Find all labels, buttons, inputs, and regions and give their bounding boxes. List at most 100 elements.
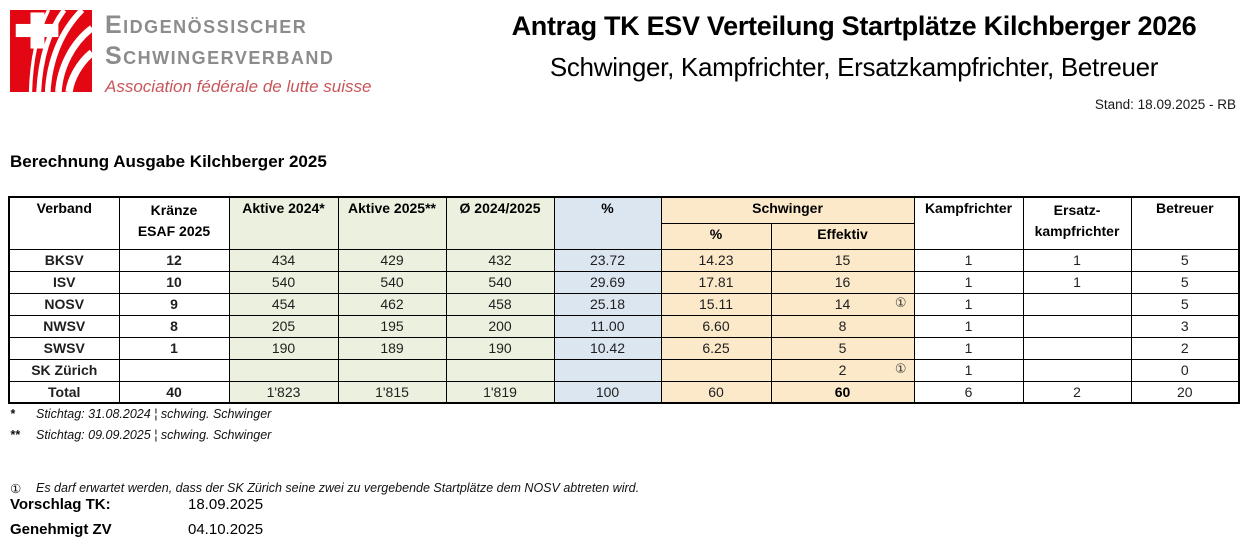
footnote-text: Stichtag: 31.08.2024 ¦ schwing. Schwinge… <box>36 407 272 421</box>
approval-section: Vorschlag TK: 18.09.2025 Genehmigt ZV 04… <box>10 492 263 542</box>
stand-date: Stand: 18.09.2025 - RB <box>1094 97 1236 112</box>
cell-aktive-2025 <box>337 358 447 382</box>
cell-schwinger-effektiv: 16 <box>770 270 915 294</box>
approval-row-genehmigt: Genehmigt ZV 04.10.2025 <box>10 517 263 542</box>
esv-logo-icon <box>10 8 92 93</box>
cell-avg: 540 <box>445 270 555 294</box>
cell-pct: 29.69 <box>553 270 662 294</box>
cell-avg: 1'819 <box>445 380 555 404</box>
effektiv-value: 8 <box>838 318 847 334</box>
footnote-mark: ① <box>10 481 22 496</box>
org-name-french: Association fédérale de lutte suisse <box>105 77 372 96</box>
cell-kraenze: 40 <box>118 380 230 404</box>
cell-betreuer: 5 <box>1130 270 1240 294</box>
cell-aktive-2024: 540 <box>228 270 339 294</box>
cell-schwinger-effektiv: 15 <box>770 248 915 272</box>
cell-betreuer: 0 <box>1130 358 1240 382</box>
col-header-ersatz-line2: kampfrichter <box>1034 223 1120 239</box>
cell-schwinger-pct: 6.25 <box>660 336 772 360</box>
effektiv-value: 60 <box>834 383 851 400</box>
cell-ersatzkampfrichter <box>1022 314 1132 338</box>
cell-schwinger-pct: 14.23 <box>660 248 772 272</box>
org-name: Eidgenössischer Schwingerverband Associa… <box>105 8 372 100</box>
cell-verband: Total <box>8 380 120 404</box>
cell-aktive-2025: 195 <box>337 314 447 338</box>
logo-block: Eidgenössischer Schwingerverband Associa… <box>10 8 372 100</box>
table-row-swsv: SWSV 1 190 189 190 10.42 6.25 5 1 2 <box>8 336 1240 360</box>
col-header-avg: Ø 2024/2025 <box>445 196 555 250</box>
cell-ersatzkampfrichter: 2 <box>1022 380 1132 404</box>
cell-pct: 25.18 <box>553 292 662 316</box>
effektiv-footnote-mark: ① <box>894 296 907 311</box>
col-header-ersatzkampfrichter: Ersatz- kampfrichter <box>1022 196 1132 250</box>
allocation-table: Verband Kränze ESAF 2025 Aktive 2024* Ak… <box>8 196 1241 404</box>
cell-kampfrichter: 1 <box>913 248 1024 272</box>
cell-avg: 200 <box>445 314 555 338</box>
cell-avg: 190 <box>445 336 555 360</box>
effektiv-value: 5 <box>838 340 847 356</box>
cell-schwinger-effektiv: 2 ① <box>770 358 915 382</box>
cell-aktive-2024 <box>228 358 339 382</box>
org-name-line2: Schwingerverband <box>105 42 335 70</box>
cell-betreuer: 5 <box>1130 292 1240 316</box>
cell-kampfrichter: 1 <box>913 314 1024 338</box>
cell-schwinger-effektiv: 60 <box>770 380 915 404</box>
cell-verband: BKSV <box>8 248 120 272</box>
effektiv-value: 2 <box>838 362 847 378</box>
cell-aktive-2025: 429 <box>337 248 447 272</box>
cell-avg: 458 <box>445 292 555 316</box>
cell-aktive-2024: 190 <box>228 336 339 360</box>
cell-pct: 10.42 <box>553 336 662 360</box>
effektiv-value: 14 <box>834 296 851 312</box>
section-title: Berechnung Ausgabe Kilchberger 2025 <box>10 152 327 171</box>
cell-kraenze: 8 <box>118 314 230 338</box>
footnote-text: Es darf erwartet werden, dass der SK Zür… <box>36 481 640 495</box>
cell-schwinger-pct: 17.81 <box>660 270 772 294</box>
org-name-line1: Eidgenössischer <box>105 11 308 39</box>
cell-betreuer: 3 <box>1130 314 1240 338</box>
cell-ersatzkampfrichter: 1 <box>1022 248 1132 272</box>
col-header-kraenze-line1: Kränze <box>150 202 198 218</box>
cell-kampfrichter: 6 <box>913 380 1024 404</box>
cell-kraenze: 10 <box>118 270 230 294</box>
cell-kampfrichter: 1 <box>913 336 1024 360</box>
cell-schwinger-pct <box>660 358 772 382</box>
footnote-asterisk: * Stichtag: 31.08.2024 ¦ schwing. Schwin… <box>10 404 1110 425</box>
approval-date: 04.10.2025 <box>188 521 264 538</box>
footnote-mark: * <box>10 407 15 421</box>
cell-avg <box>445 358 555 382</box>
col-header-aktive-2025: Aktive 2025** <box>337 196 447 250</box>
cell-ersatzkampfrichter <box>1022 358 1132 382</box>
cell-ersatzkampfrichter <box>1022 336 1132 360</box>
cell-aktive-2025: 1'815 <box>337 380 447 404</box>
approval-date: 18.09.2025 <box>188 496 264 513</box>
cell-schwinger-effektiv: 5 <box>770 336 915 360</box>
cell-verband: SK Zürich <box>8 358 120 382</box>
col-header-schwinger-effektiv: Effektiv <box>770 222 915 250</box>
col-header-verband: Verband <box>8 196 120 250</box>
approval-row-vorschlag: Vorschlag TK: 18.09.2025 <box>10 492 263 517</box>
title-block: Antrag TK ESV Verteilung Startplätze Kil… <box>462 10 1246 112</box>
footnote-circled-one: ① Es darf erwartet werden, dass der SK Z… <box>10 478 1110 499</box>
cell-kraenze: 1 <box>118 336 230 360</box>
cell-verband: ISV <box>8 270 120 294</box>
col-header-ersatz-line1: Ersatz- <box>1053 202 1101 218</box>
col-header-kraenze: Kränze ESAF 2025 <box>118 196 230 250</box>
col-header-pct: % <box>553 196 662 250</box>
cell-aktive-2025: 462 <box>337 292 447 316</box>
cell-betreuer: 5 <box>1130 248 1240 272</box>
cell-verband: NOSV <box>8 292 120 316</box>
table-row-isv: ISV 10 540 540 540 29.69 17.81 16 1 1 5 <box>8 270 1240 294</box>
cell-pct <box>553 358 662 382</box>
approval-label: Vorschlag TK: <box>10 496 111 513</box>
cell-pct: 100 <box>553 380 662 404</box>
table-row-sk-zuerich: SK Zürich 2 ① 1 0 <box>8 358 1240 382</box>
cell-pct: 23.72 <box>553 248 662 272</box>
effektiv-footnote-mark: ① <box>894 362 907 377</box>
cell-kampfrichter: 1 <box>913 292 1024 316</box>
col-header-schwinger-group: Schwinger <box>660 196 915 224</box>
cell-ersatzkampfrichter <box>1022 292 1132 316</box>
cell-verband: SWSV <box>8 336 120 360</box>
cell-kraenze <box>118 358 230 382</box>
